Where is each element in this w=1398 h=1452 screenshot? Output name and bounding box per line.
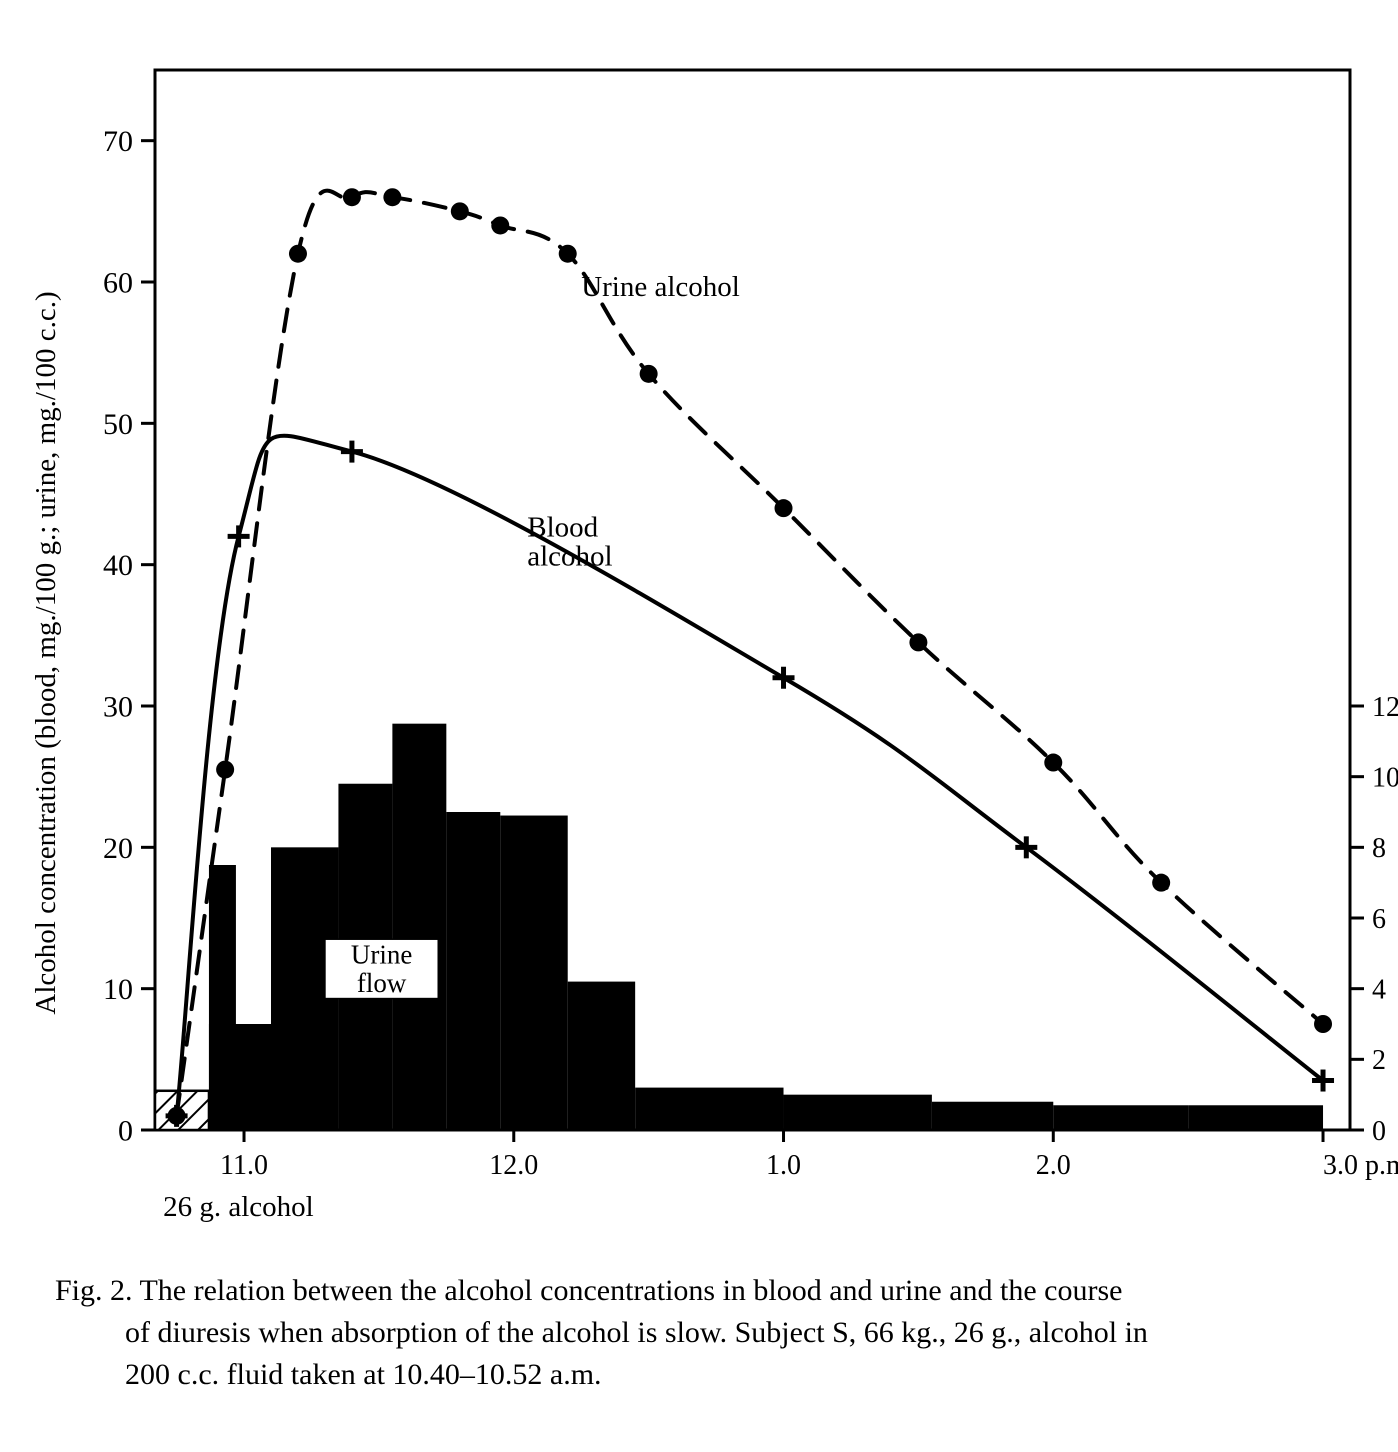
urine-alcohol-marker xyxy=(775,499,793,517)
urine-alcohol-marker xyxy=(1152,874,1170,892)
y-left-title: Alcohol concentration (blood, mg./100 g.… xyxy=(30,291,62,1014)
x-tick-label: 3.0 p.m. xyxy=(1323,1150,1398,1181)
caption-line: 200 c.c. fluid taken at 10.40–10.52 a.m. xyxy=(55,1354,1378,1396)
x-tick-label: 1.0 xyxy=(766,1150,801,1181)
y-left-tick-label: 10 xyxy=(103,973,133,1006)
x-tick-label: 2.0 xyxy=(1036,1150,1071,1181)
y-left-tick-label: 50 xyxy=(103,408,133,441)
x-axis-note: 26 g. alcohol xyxy=(163,1191,314,1223)
caption-line: of diuresis when absorption of the alcoh… xyxy=(55,1312,1378,1354)
urine-alcohol-marker xyxy=(640,365,658,383)
y-right-tick-label: 12 xyxy=(1372,692,1398,723)
y-right-tick-label: 0 xyxy=(1372,1116,1386,1147)
figure-caption: Fig. 2. The relation between the alcohol… xyxy=(55,1270,1378,1396)
blood-alcohol-label: Blood xyxy=(527,511,598,543)
urine-alcohol-marker xyxy=(1044,754,1062,772)
y-left-tick-label: 0 xyxy=(118,1115,133,1148)
chart-svg: Urineflow Urine alcohol Bloodalcohol 11.0 12… xyxy=(0,0,1398,1260)
figure-container: Urineflow Urine alcohol Bloodalcohol 11.0 12… xyxy=(0,0,1398,1452)
y-left-tick-label: 70 xyxy=(103,125,133,158)
urine-alcohol-marker xyxy=(1314,1015,1332,1033)
y-right-tick-label: 2 xyxy=(1372,1045,1386,1076)
urine-alcohol-marker xyxy=(289,245,307,263)
y-left-tick-label: 20 xyxy=(103,832,133,865)
x-tick-label: 11.0 xyxy=(220,1150,268,1181)
urine-alcohol-marker xyxy=(559,245,577,263)
urine-alcohol-marker xyxy=(451,202,469,220)
urine-alcohol-marker xyxy=(216,761,234,779)
x-tick-label: 12.0 xyxy=(489,1150,538,1181)
urine-alcohol-marker xyxy=(343,188,361,206)
blood-alcohol-label: alcohol xyxy=(527,540,612,572)
y-right-tick-label: 4 xyxy=(1372,974,1386,1005)
y-right-tick-label: 6 xyxy=(1372,904,1386,935)
urine-flow-label: flow xyxy=(357,968,407,998)
urine-flow-label: Urine xyxy=(351,939,412,969)
urine-alcohol-label: Urine alcohol xyxy=(581,271,740,303)
y-right-tick-label: 8 xyxy=(1372,833,1386,864)
urine-alcohol-marker xyxy=(383,188,401,206)
urine-flow-bars xyxy=(209,724,1323,1130)
y-left-tick-label: 60 xyxy=(103,267,133,300)
urine-alcohol-marker xyxy=(491,216,509,234)
y-right-tick-label: 10 xyxy=(1372,762,1398,793)
caption-line: Fig. 2. The relation between the alcohol… xyxy=(55,1270,1378,1312)
y-left-tick-label: 30 xyxy=(103,691,133,724)
urine-alcohol-marker xyxy=(909,633,927,651)
y-left-tick-label: 40 xyxy=(103,549,133,582)
